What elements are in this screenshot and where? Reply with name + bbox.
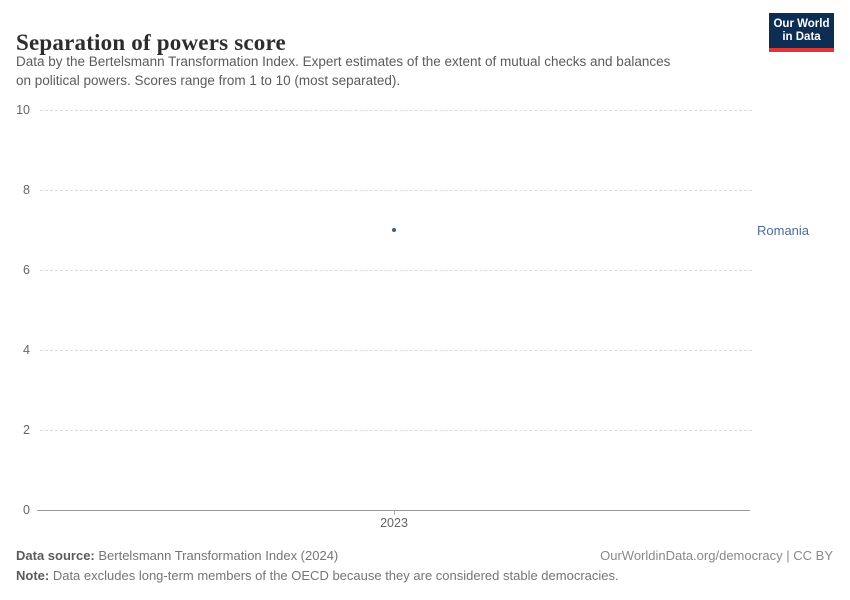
owid-logo[interactable]: Our World in Data: [769, 13, 834, 52]
footer: Data source: Bertelsmann Transformation …: [16, 548, 833, 564]
gridline-8: [40, 190, 752, 191]
page-title: Separation of powers score: [16, 30, 286, 56]
x-tick-label-2023: 2023: [380, 516, 408, 530]
gridline-4: [40, 350, 752, 351]
owid-url-link[interactable]: OurWorldinData.org/democracy | CC BY: [600, 548, 833, 563]
note-text: Data excludes long-term members of the O…: [49, 568, 619, 583]
gridline-10: [40, 110, 752, 111]
owid-logo-line1: Our World: [773, 17, 830, 30]
chart-subtitle-line1: Data by the Bertelsmann Transformation I…: [16, 54, 671, 69]
data-source-label: Data source:: [16, 548, 95, 563]
note-label: Note:: [16, 568, 50, 583]
y-tick-label-6: 6: [23, 263, 30, 277]
chart-subtitle-line2: on political powers. Scores range from 1…: [16, 73, 401, 88]
chart-subtitle: Data by the Bertelsmann Transformation I…: [16, 52, 670, 90]
owid-logo-line2: in Data: [782, 30, 821, 43]
x-axis-line: [37, 510, 750, 511]
y-tick-label-0: 0: [23, 503, 30, 517]
y-tick-label-8: 8: [23, 183, 30, 197]
data-source-line: Data source: Bertelsmann Transformation …: [16, 548, 338, 564]
y-tick-label-10: 10: [16, 103, 30, 117]
gridline-6: [40, 270, 752, 271]
note-line: Note: Data excludes long-term members of…: [16, 568, 619, 584]
entity-label-romania[interactable]: Romania: [757, 223, 810, 238]
gridline-2: [40, 430, 752, 431]
data-point-romania-2023[interactable]: [392, 228, 396, 232]
data-source-text: Bertelsmann Transformation Index (2024): [94, 548, 339, 563]
y-tick-label-4: 4: [23, 343, 30, 357]
y-tick-label-2: 2: [23, 423, 30, 437]
x-tick-mark-2023: [394, 510, 395, 515]
